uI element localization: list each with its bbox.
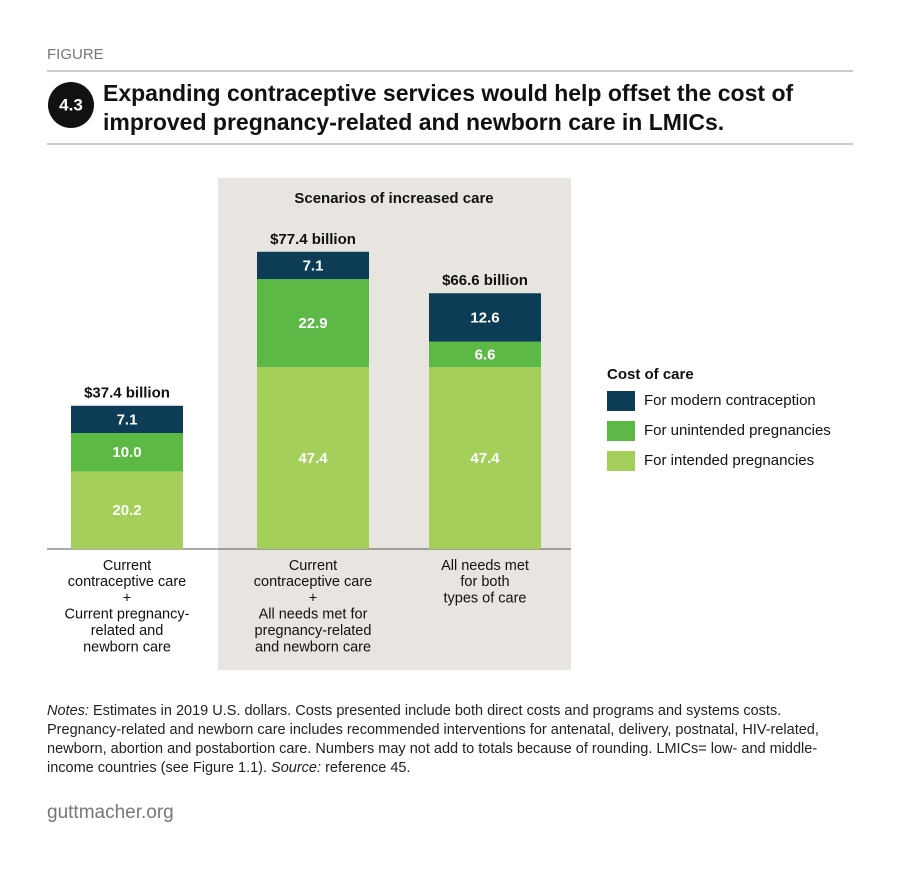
bar-segment <box>429 293 541 342</box>
x-tick-label: + <box>309 590 317 606</box>
legend-label: For intended pregnancies <box>644 452 814 469</box>
figure-number: 4.3 <box>59 95 83 114</box>
bar-segment <box>429 341 541 367</box>
segment-label: 7.1 <box>303 257 324 274</box>
notes: Notes: Estimates in 2019 U.S. dollars. C… <box>47 702 847 778</box>
bar-segment <box>257 251 369 280</box>
segment-label: 10.0 <box>112 444 141 461</box>
x-tick-label: All needs met <box>441 558 529 574</box>
bar-segment <box>429 366 541 549</box>
figure-badge <box>48 82 94 128</box>
segment-label: 7.1 <box>117 411 138 428</box>
x-tick-label: types of care <box>443 590 526 606</box>
notes-label: Notes: <box>47 703 89 719</box>
x-tick-label: + <box>123 590 131 606</box>
legend-swatch <box>607 421 635 441</box>
bar-segment <box>71 433 183 472</box>
segment-label: 22.9 <box>298 315 327 332</box>
total-label: $66.6 billion <box>442 272 528 289</box>
x-tick-label: Current <box>103 558 151 574</box>
segment-label: 47.4 <box>470 450 500 467</box>
title: improved pregnancy-related and newborn c… <box>103 109 724 135</box>
title: Expanding contraceptive services would h… <box>103 80 793 106</box>
x-tick-label: contraceptive care <box>68 574 186 590</box>
notes-text: Estimates in 2019 U.S. dollars. Costs pr… <box>47 703 819 776</box>
total-label: $37.4 billion <box>84 384 170 401</box>
bar-segment <box>71 471 183 549</box>
bar-segment <box>257 279 369 367</box>
legend-swatch <box>607 451 635 471</box>
x-tick-label: for both <box>460 574 509 590</box>
x-tick-label: All needs met for <box>259 607 368 623</box>
segment-label: 6.6 <box>475 346 496 363</box>
segment-label: 20.2 <box>112 502 141 519</box>
x-tick-label: contraceptive care <box>254 574 372 590</box>
legend-swatch <box>607 391 635 411</box>
source-text: reference 45. <box>325 760 411 776</box>
x-tick-label: Current pregnancy- <box>65 607 190 623</box>
bar-segment <box>71 405 183 434</box>
legend-title: Cost of care <box>607 366 694 383</box>
x-tick-label: newborn care <box>83 639 171 655</box>
bar-segment <box>257 366 369 549</box>
legend-label: For unintended pregnancies <box>644 422 831 439</box>
panel-label: Scenarios of increased care <box>294 190 493 207</box>
x-tick-label: and newborn care <box>255 639 371 655</box>
total-label: $77.4 billion <box>270 231 356 248</box>
legend-label: For modern contraception <box>644 392 816 409</box>
figure-label: FIGURE <box>47 46 104 63</box>
segment-label: 12.6 <box>470 309 499 326</box>
x-tick-label: Current <box>289 558 337 574</box>
source-label: Source: <box>271 760 322 776</box>
segment-label: 47.4 <box>298 450 328 467</box>
x-tick-label: related and <box>91 623 164 639</box>
x-tick-label: pregnancy-related <box>255 623 372 639</box>
